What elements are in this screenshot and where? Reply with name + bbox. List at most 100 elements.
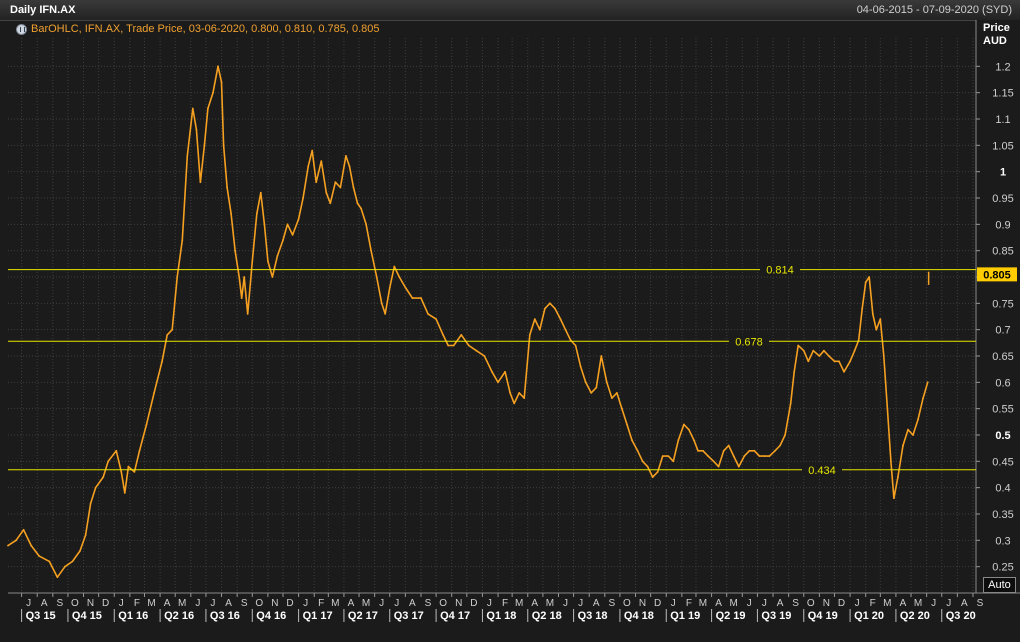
y-tick-label: 0.4 [995, 483, 1010, 495]
price-point [420, 297, 422, 299]
price-point [360, 207, 362, 210]
price-point [828, 355, 830, 357]
quarter-label: Q2 17 [348, 610, 378, 622]
price-point [823, 349, 825, 352]
month-tick-label: F [502, 598, 508, 609]
price-point [727, 444, 730, 447]
month-tick-label: J [394, 598, 399, 609]
price-point [651, 476, 654, 478]
month-tick-label: J [762, 598, 767, 609]
price-point [579, 365, 582, 368]
price-point [926, 381, 929, 384]
price-point [48, 560, 51, 563]
price-point [748, 449, 751, 452]
y-tick-label: 0.7 [995, 325, 1010, 337]
y-tick-label: 0.55 [992, 404, 1013, 416]
date-range: 04-06-2015 - 07-09-2020 (SYD) [856, 4, 1012, 16]
month-tick-label: M [331, 598, 339, 609]
last-price-badge [977, 267, 1017, 282]
price-point [559, 318, 562, 320]
quarter-label: Q4 15 [72, 610, 102, 622]
price-series-line [7, 65, 929, 579]
chart-series-icon [16, 23, 27, 35]
y-tick-label: 1.05 [992, 140, 1013, 152]
price-point [56, 576, 59, 579]
price-point [574, 344, 577, 347]
quarter-label: Q3 19 [761, 610, 791, 622]
reference-label-bg [760, 263, 800, 276]
month-tick-label: A [531, 598, 538, 609]
month-tick-label: O [807, 598, 815, 609]
price-point [176, 276, 179, 278]
price-point [467, 344, 470, 347]
price-point [646, 465, 649, 468]
price-point [222, 144, 225, 147]
quarter-label: Q1 17 [303, 610, 333, 622]
price-point [311, 149, 314, 152]
reference-line-label: 0.814 [766, 265, 794, 277]
price-point [616, 392, 618, 394]
price-point [732, 455, 735, 457]
price-point [902, 444, 904, 447]
month-tick-label: J [26, 598, 31, 609]
price-point [133, 471, 136, 473]
price-point [849, 360, 851, 363]
month-tick-label: N [87, 598, 94, 609]
auto-scale-button[interactable]: Auto [983, 577, 1016, 593]
month-tick-label: A [900, 598, 907, 609]
price-point [452, 344, 455, 347]
price-point [661, 455, 664, 457]
price-point [435, 318, 437, 320]
month-tick-label: S [977, 598, 984, 609]
price-point [707, 455, 709, 457]
price-point [677, 439, 680, 442]
price-point [271, 276, 274, 278]
price-point [348, 165, 351, 168]
price-point [145, 423, 148, 426]
price-point [356, 202, 359, 205]
price-point [276, 255, 279, 257]
price-axis-title: Price AUD [983, 22, 1010, 48]
price-point [871, 313, 874, 315]
price-point [893, 497, 895, 500]
price-point [737, 465, 740, 468]
quarter-label: Q2 16 [164, 610, 194, 622]
month-tick-label: M [914, 598, 922, 609]
price-point [693, 439, 695, 442]
price-point [365, 223, 367, 226]
price-point [702, 449, 704, 452]
price-point [352, 186, 355, 189]
price-point [84, 534, 87, 536]
price-point [843, 370, 845, 373]
price-point [549, 302, 551, 305]
price-point [922, 397, 924, 399]
price-point [375, 276, 378, 278]
price-point [115, 449, 118, 452]
month-tick-label: A [715, 598, 722, 609]
series-legend[interactable]: BarOHLC, IFN.AX, Trade Price, 03-06-2020… [16, 23, 380, 35]
price-point [212, 91, 214, 94]
price-point [199, 181, 202, 184]
price-point [886, 407, 889, 410]
price-point [595, 386, 598, 389]
price-point [123, 492, 126, 494]
quarter-label: Q2 20 [900, 610, 930, 622]
price-point [370, 249, 372, 252]
price-point [246, 313, 249, 315]
month-tick-label: M [178, 598, 186, 609]
quarter-label: Q3 20 [946, 610, 976, 622]
price-point [504, 370, 506, 373]
y-tick-label: 0.5 [995, 430, 1010, 442]
price-point [263, 223, 266, 226]
price-point [234, 249, 237, 252]
price-point [243, 276, 246, 278]
price-point [475, 349, 478, 352]
price-point [230, 212, 233, 215]
price-point [636, 449, 639, 452]
price-point [917, 418, 919, 421]
month-tick-label: A [409, 598, 416, 609]
price-point [784, 434, 786, 436]
price-point [255, 212, 258, 215]
